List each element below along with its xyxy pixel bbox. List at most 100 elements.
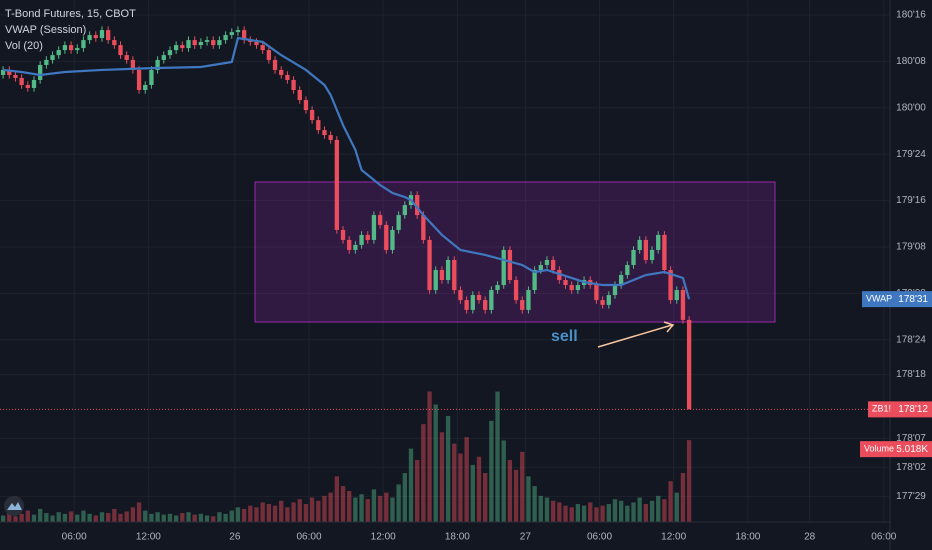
candle-body: [7, 69, 12, 75]
candle-body: [600, 300, 605, 305]
volume-bar: [544, 497, 550, 522]
volume-bar: [241, 508, 247, 522]
volume-bar: [520, 451, 525, 522]
volume-bar: [211, 516, 216, 522]
candle-body: [377, 215, 383, 225]
volume-bar: [81, 510, 86, 522]
volume-bar: [384, 492, 389, 522]
candle-body: [674, 290, 679, 301]
volume-bar: [606, 504, 611, 522]
candle-body: [68, 45, 74, 51]
candle-body: [0, 69, 6, 75]
volume-bar: [581, 505, 587, 522]
volume-bar: [235, 507, 241, 522]
volume-bar: [513, 469, 519, 522]
volume-bar: [180, 513, 185, 522]
candle-body: [544, 259, 550, 265]
candle-body: [223, 35, 228, 41]
volume-bar: [75, 514, 80, 522]
volume-bar: [526, 476, 531, 522]
volume-bar: [563, 505, 568, 522]
candle-body: [235, 30, 241, 33]
candle-body: [618, 275, 624, 286]
volume-bar: [322, 495, 327, 522]
volume-bar: [229, 510, 234, 522]
volume-bar: [588, 502, 593, 522]
volume-bar: [476, 456, 482, 522]
volume-bar: [408, 448, 414, 522]
volume-bar: [575, 504, 581, 522]
volume-bar: [656, 495, 661, 522]
volume-bar: [495, 391, 500, 522]
volume-bar: [124, 511, 129, 522]
candle-body: [396, 215, 401, 230]
volume-bar: [316, 500, 321, 522]
y-tick-label: 179'08: [896, 242, 926, 253]
volume-bar: [612, 499, 618, 522]
volume-bar: [618, 500, 624, 522]
vwap-badge-value: 178'31: [898, 294, 928, 305]
range-box: [254, 181, 776, 323]
volume-bar: [68, 511, 74, 522]
arrow: [597, 324, 673, 348]
price-badge-value: 178'12: [898, 404, 928, 415]
candle-body: [297, 90, 302, 101]
candle-body: [476, 295, 482, 301]
price-axis: [890, 0, 932, 550]
volume-bar: [223, 513, 228, 522]
volume-bar: [303, 504, 309, 522]
candle-body: [464, 300, 469, 310]
volume-bar: [377, 495, 383, 522]
candle-body: [495, 285, 500, 291]
candle-body: [272, 59, 278, 70]
volume-bar: [7, 512, 12, 522]
volume-bar: [489, 420, 494, 522]
candle-body: [501, 249, 506, 286]
volume-bar: [464, 437, 469, 522]
volume-bar: [550, 500, 556, 522]
candle-body: [489, 290, 494, 310]
y-tick-label: 180'00: [896, 102, 926, 113]
volume-bar: [105, 513, 111, 522]
volume-badge-value: 5.018K: [896, 444, 928, 455]
candle-body: [445, 259, 451, 281]
volume-bar: [217, 512, 222, 522]
volume-bar: [433, 404, 438, 522]
volume-bar: [173, 515, 179, 522]
candle-body: [99, 30, 105, 39]
volume-bar: [390, 497, 395, 522]
volume-bar: [192, 514, 197, 522]
volume-bar: [569, 507, 574, 522]
candle-body: [31, 79, 37, 88]
x-tick-label: 26: [229, 532, 241, 543]
volume-bar: [421, 424, 426, 522]
candle-body: [56, 50, 61, 56]
candle-body: [50, 55, 55, 60]
x-tick-label: 27: [520, 532, 532, 543]
candle-body: [241, 30, 247, 41]
price-badge-symbol: ZB1!: [872, 404, 891, 414]
candle-layer: [0, 26, 692, 410]
candle-body: [680, 290, 686, 320]
volume-bar: [532, 486, 537, 522]
candle-body: [198, 41, 204, 46]
x-tick-label: 18:00: [735, 532, 760, 543]
volume-bar: [309, 497, 315, 522]
volume-bar: [353, 497, 358, 522]
logo-mark: [7, 502, 22, 510]
volume-bar: [396, 484, 401, 522]
volume-bar: [674, 492, 679, 522]
volume-badge-name: Volume: [864, 444, 894, 454]
volume-bar: [483, 473, 488, 522]
volume-bar: [328, 492, 333, 522]
y-tick-label: 178'07: [896, 433, 926, 444]
volume-bar: [0, 515, 6, 522]
volume-bar: [439, 432, 445, 522]
volume-bar: [643, 504, 649, 522]
arrow-head: [663, 321, 675, 333]
volume-bar: [285, 507, 290, 522]
volume-bar: [501, 440, 506, 522]
volume-bar: [445, 415, 451, 522]
candle-body: [38, 64, 43, 80]
